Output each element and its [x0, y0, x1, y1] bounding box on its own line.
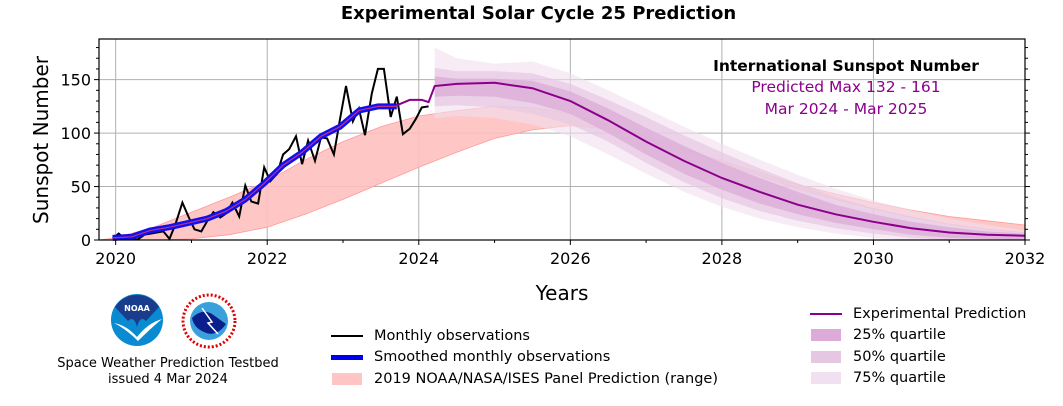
legend-label: 2019 NOAA/NASA/ISES Panel Prediction (ra… [374, 370, 718, 387]
legend-swatch [331, 372, 363, 385]
legend-item: 50% quartile [810, 346, 1026, 368]
noaa-logo: NOAA [111, 294, 163, 346]
y-tick-label: 0 [81, 231, 91, 250]
plot-frame [98, 38, 1026, 241]
bands [99, 47, 1025, 241]
x-tick-label: 2030 [853, 249, 894, 268]
band-25-quartile [434, 76, 1025, 241]
legend-swatch [810, 372, 842, 385]
smoothed-observations-centerline [112, 105, 397, 239]
chart-title: Experimental Solar Cycle 25 Prediction [340, 3, 737, 24]
legend-right: Experimental Prediction 25% quartile 50% q… [810, 303, 1026, 389]
legend-item: Experimental Prediction [810, 303, 1026, 325]
legend-left: Monthly observations Smoothed monthly obs… [331, 325, 718, 390]
legend-item: 75% quartile [810, 368, 1026, 390]
x-tick-label: 2032 [1005, 249, 1046, 268]
annotation-heading: International Sunspot Number [713, 57, 979, 75]
legend-item: Smoothed monthly observations [331, 347, 718, 369]
axes: 2020 2022 2024 2026 2028 2030 2032 0 50 100 150 [60, 38, 1046, 268]
x-tick-label: 2028 [702, 249, 743, 268]
legend-label: 50% quartile [853, 348, 946, 365]
legend-swatch [331, 351, 363, 363]
y-axis-label: Sunspot Number [29, 55, 53, 224]
legend-swatch [810, 308, 842, 320]
legend-label: Monthly observations [374, 327, 530, 344]
nws-logo [181, 293, 237, 349]
x-axis-label: Years [535, 281, 589, 305]
x-tick-label: 2022 [247, 249, 288, 268]
lines [111, 67, 1025, 241]
x-tick-label: 2020 [95, 249, 136, 268]
annotation-date-range: Mar 2024 - Mar 2025 [765, 100, 928, 118]
legend-item: 25% quartile [810, 325, 1026, 347]
legend-item: 2019 NOAA/NASA/ISES Panel Prediction (ra… [331, 368, 718, 390]
legend-swatch [810, 329, 842, 342]
legend-label: Smoothed monthly observations [374, 349, 611, 366]
legend-swatch [810, 350, 842, 363]
legend-label: 75% quartile [853, 370, 946, 387]
credit-org: Space Weather Prediction Testbed [57, 356, 279, 371]
noaa-logo-text: NOAA [124, 304, 150, 313]
x-tick-label: 2024 [398, 249, 439, 268]
legend-label: Experimental Prediction [853, 305, 1027, 322]
y-tick-label: 150 [60, 71, 91, 90]
legend-label: 25% quartile [853, 327, 946, 344]
y-tick-label: 50 [71, 178, 91, 197]
credit-issued: issued 4 Mar 2024 [108, 372, 228, 387]
experimental-prediction-line [396, 81, 1025, 237]
credit-block: Space Weather Prediction Testbed issued … [40, 356, 296, 388]
legend-swatch [331, 330, 363, 342]
x-tick-label: 2026 [550, 249, 591, 268]
legend-item: Monthly observations [331, 325, 718, 347]
y-tick-label: 100 [60, 124, 91, 143]
annotation-predicted-max: Predicted Max 132 - 161 [751, 78, 940, 96]
logos: NOAA [110, 293, 240, 349]
